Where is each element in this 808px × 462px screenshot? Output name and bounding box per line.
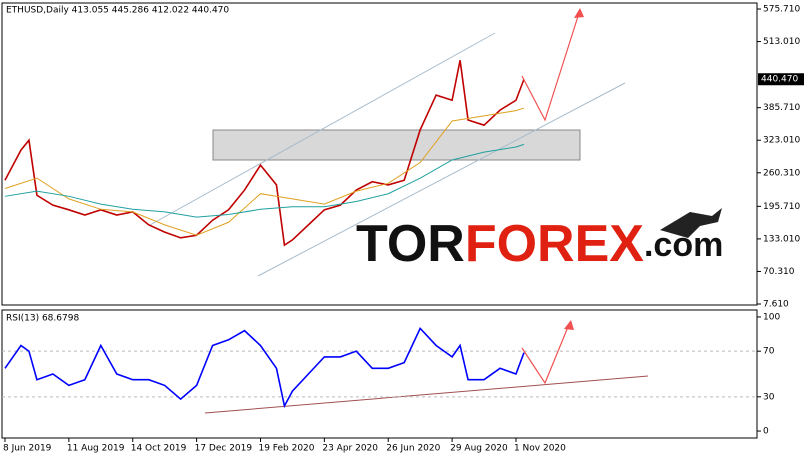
y-tick-label: 0 [763,427,769,437]
watermark: TORFOREX.com [356,215,723,273]
y-tick-label: 30 [763,392,775,402]
y-tick-label: 323.010 [763,136,800,146]
x-tick-label: 1 Nov 2020 [514,444,566,454]
forecast-arrow [521,9,581,122]
series-line [4,107,525,236]
watermark-bull [660,208,722,238]
price-title: ETHUSD,Daily 413.055 445.286 412.022 440… [6,6,229,16]
arrow-head [564,320,574,330]
arrow-head [574,8,584,18]
x-tick-label: 19 Feb 2020 [258,444,314,454]
x-tick-label: 14 Oct 2019 [131,444,187,454]
channel-line [149,32,496,226]
y-tick-label: 100 [763,312,780,322]
series-line [4,143,525,218]
x-tick-label: 29 Aug 2020 [450,444,508,454]
channel-line [257,82,626,277]
x-tick-label: 26 Jun 2020 [386,444,440,454]
rsi-trend-line [204,375,649,414]
price-frame [1,2,758,306]
y-tick-label: 70.310 [763,267,795,277]
x-tick-label: 8 Jun 2019 [3,444,52,454]
y-tick-label: 70 [763,347,775,357]
forecast-arrow [521,321,571,385]
y-tick-label: 575.710 [763,5,800,15]
price-marker [758,73,804,86]
x-tick-label: 17 Dec 2019 [195,444,253,454]
rsi-title: RSI(13) 68.6798 [6,314,79,324]
y-tick-label: 260.310 [763,168,800,178]
y-tick-label: 385.710 [763,103,800,113]
y-tick-label: 7.610 [763,299,789,309]
x-tick-label: 23 Apr 2020 [322,444,378,454]
x-tick-label: 11 Aug 2019 [67,444,125,454]
y-tick-label: 133.010 [763,234,800,244]
series-line [4,60,525,247]
resistance-zone [212,129,581,161]
price-marker-label: 440.470 [761,75,798,85]
series-line [4,326,525,409]
y-tick-label: 195.710 [763,202,800,212]
y-tick-label: 513.010 [763,37,800,47]
rsi-frame [1,309,758,439]
